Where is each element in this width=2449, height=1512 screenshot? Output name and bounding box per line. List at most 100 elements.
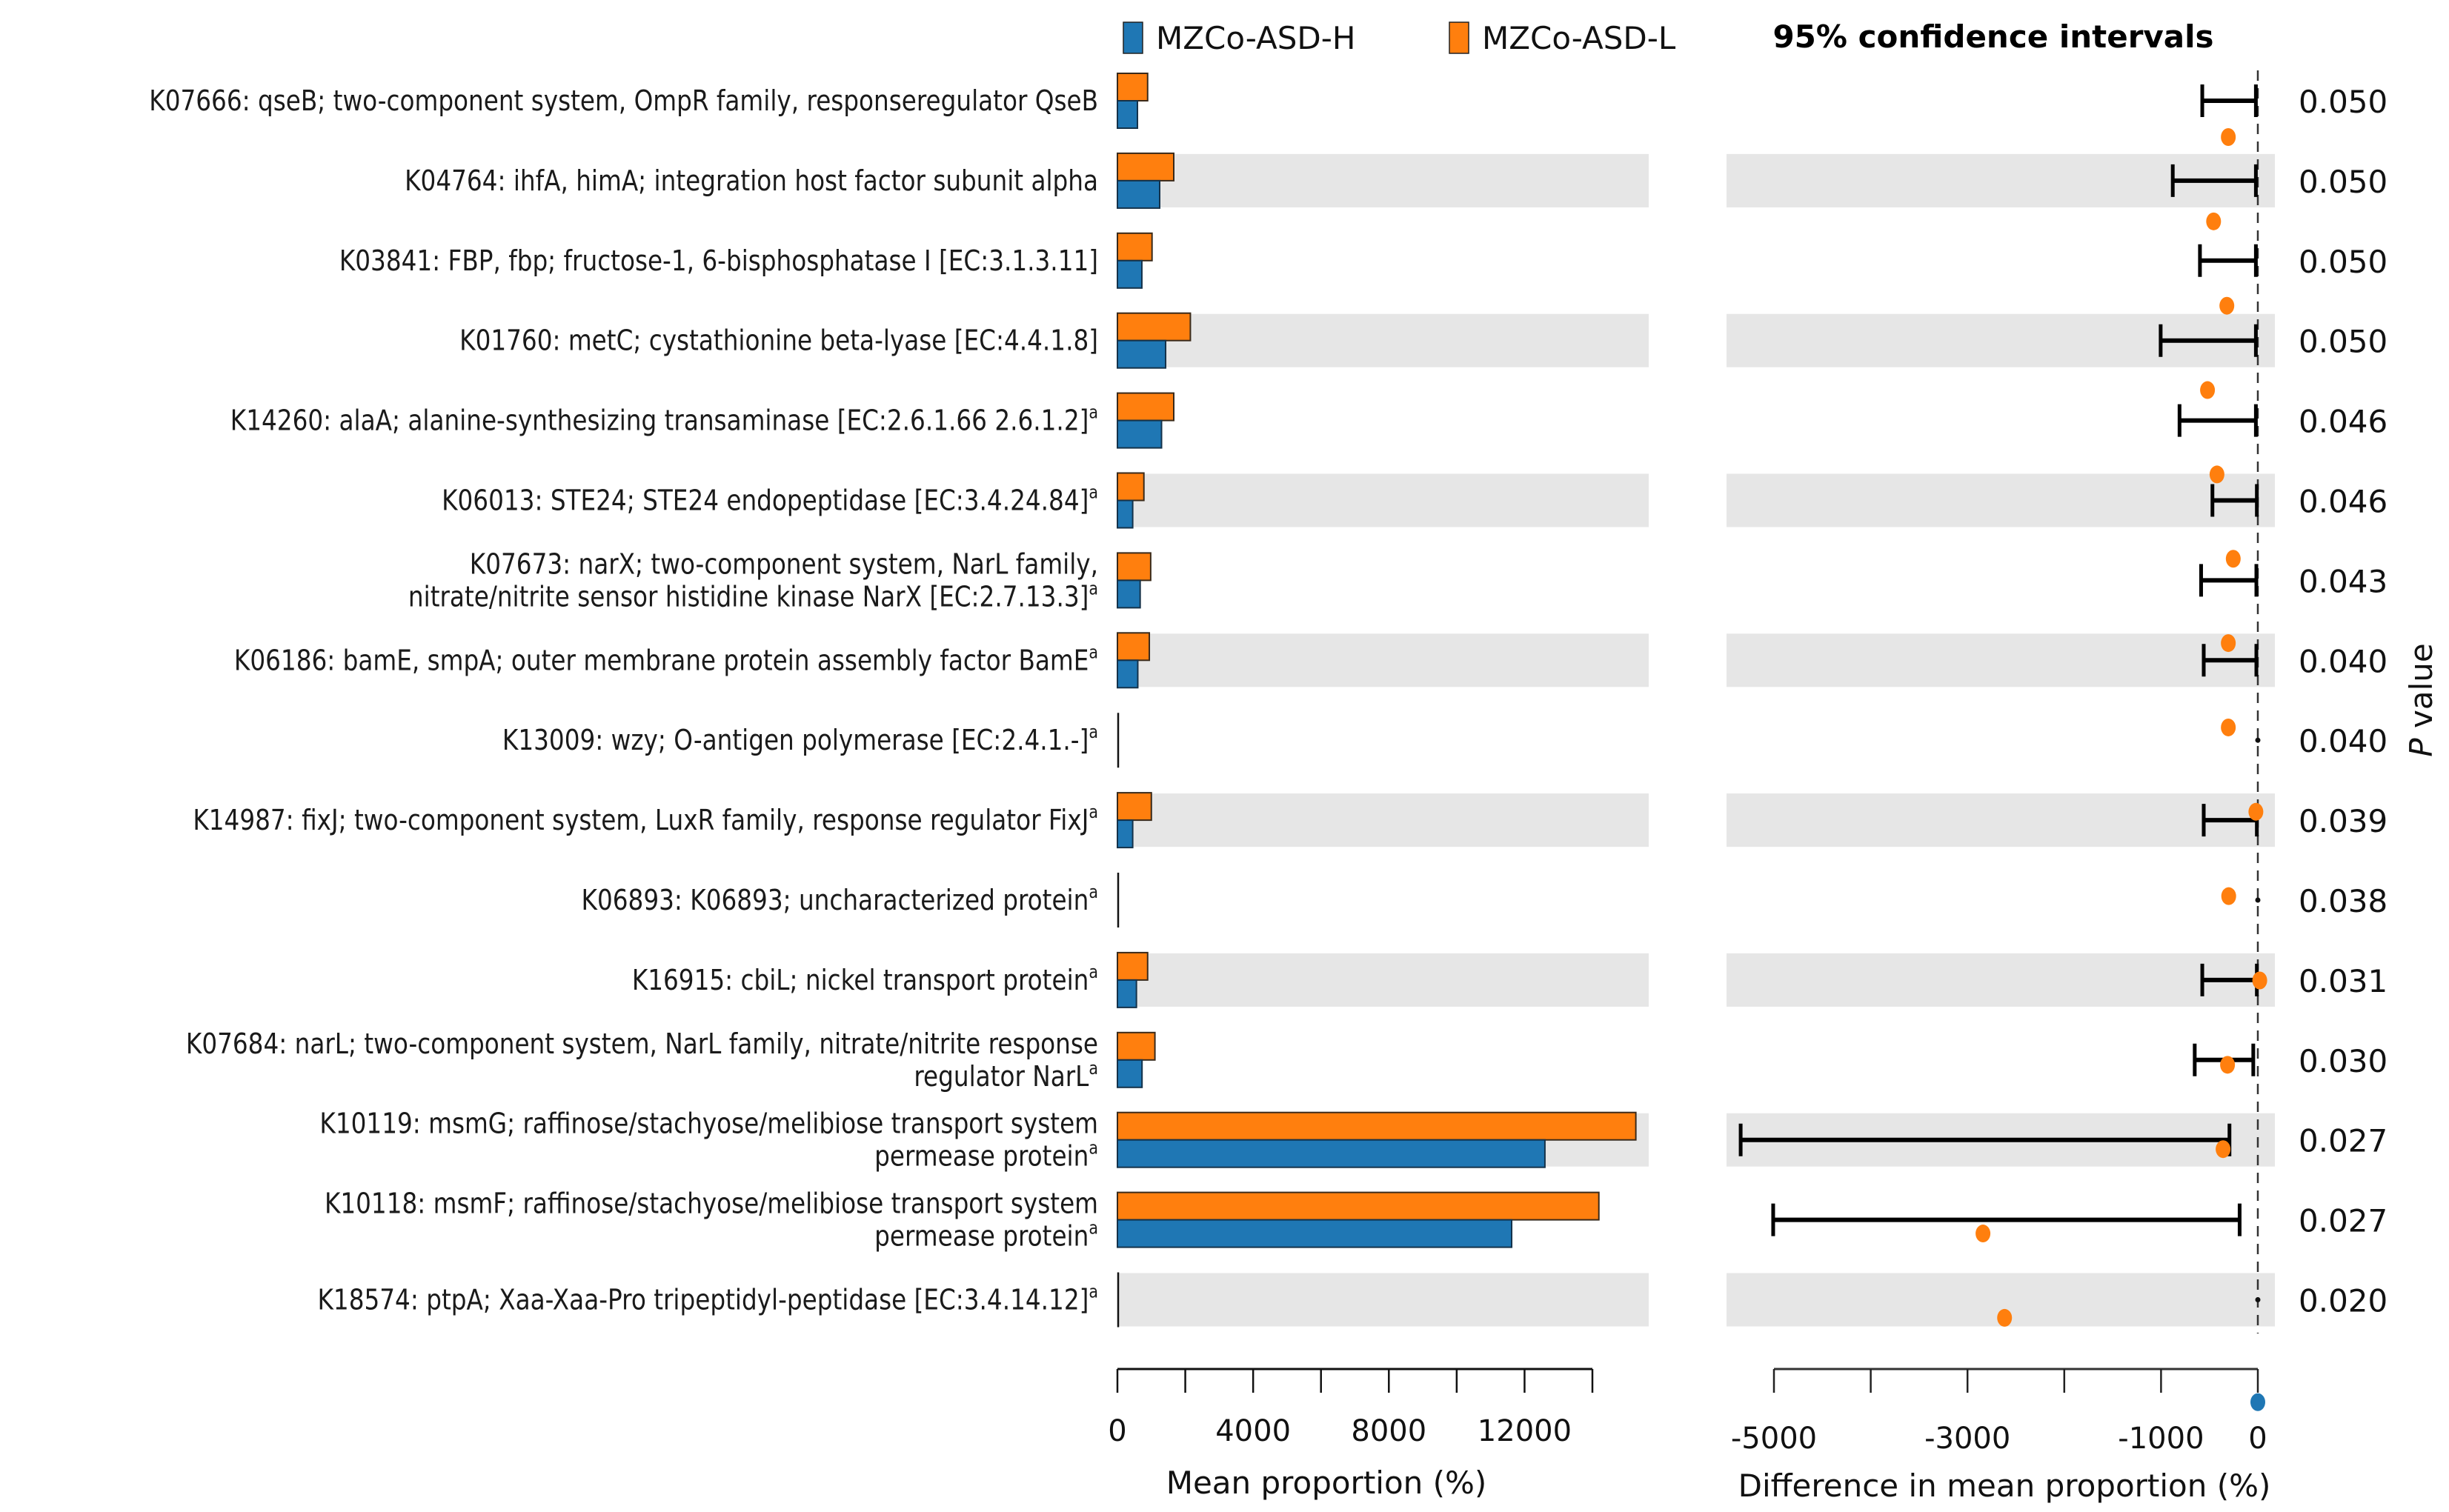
- left-axis-tick-label: 12000: [1478, 1414, 1572, 1448]
- legend-label-l: MZCo-ASD-L: [1482, 20, 1676, 56]
- difference-dot: [2252, 971, 2267, 990]
- bar-mzco-asd-h: [1117, 1139, 1546, 1168]
- category-label: K01760: metC; cystathionine beta-lyase […: [459, 324, 1098, 357]
- p-value-label: 0.027: [2299, 1203, 2387, 1239]
- category-labels: K07666: qseB; two-component system, OmpR…: [149, 85, 1098, 1316]
- bar-mzco-asd-h: [1117, 419, 1163, 449]
- p-value-label: 0.040: [2299, 643, 2387, 679]
- p-value-label: 0.050: [2299, 164, 2387, 200]
- category-label: regulator NarLa: [914, 1058, 1098, 1093]
- difference-dot: [2209, 465, 2224, 484]
- ci-error-bar-tiny: [2255, 737, 2261, 743]
- category-label-text: K06893: K06893; uncharacterized protein: [582, 885, 1089, 917]
- category-label: K03841: FBP, fbp; fructose-1, 6-bisphosp…: [339, 244, 1098, 277]
- difference-dot: [2221, 634, 2236, 653]
- category-label-text: regulator NarL: [914, 1060, 1089, 1093]
- bar-mzco-asd-h: [1117, 499, 1134, 529]
- difference-dot: [2200, 381, 2216, 399]
- category-label-text: nitrate/nitrite sensor histidine kinase …: [408, 581, 1089, 613]
- bar-mzco-asd-l: [1117, 232, 1153, 262]
- p-value-label: 0.039: [2299, 803, 2387, 839]
- p-value-label: 0.050: [2299, 244, 2387, 280]
- difference-dot: [2206, 212, 2222, 230]
- p-value-axis-label-suffix: value: [2403, 643, 2439, 738]
- bar-mzco-asd-l: [1117, 152, 1175, 181]
- ci-panel-title: 95% confidence intervals: [1772, 19, 2213, 55]
- category-label: K14987: fixJ; two-component system, LuxR…: [193, 802, 1098, 837]
- row-stripe-left: [1117, 313, 1649, 367]
- bar-mzco-asd-h: [1117, 100, 1139, 129]
- legend: MZCo-ASD-H MZCo-ASD-L: [1123, 20, 1676, 56]
- category-label: nitrate/nitrite sensor histidine kinase …: [408, 579, 1098, 613]
- right-axis-tick-label: -1000: [2118, 1422, 2204, 1456]
- bar-mzco-asd-l: [1117, 632, 1151, 662]
- bar-mzco-asd-l: [1117, 472, 1145, 502]
- bar-mzco-asd-h: [1117, 339, 1167, 369]
- difference-dot: [1997, 1308, 2013, 1327]
- difference-dot: [2221, 128, 2236, 146]
- category-label: K07666: qseB; two-component system, OmpR…: [149, 85, 1098, 118]
- row-stripe-left: [1117, 793, 1649, 847]
- category-label-text: K06013: STE24; STE24 endopeptidase [EC:3…: [442, 484, 1089, 517]
- category-label-text: K18574: ptpA; Xaa-Xaa-Pro tripeptidyl-pe…: [318, 1284, 1089, 1316]
- p-values: 0.050 0.050 0.050 0.050 0.046 0.046 0.043 0.040…: [2299, 84, 2387, 1319]
- category-label: permease proteina: [874, 1138, 1098, 1173]
- right-x-axis: -5000 -3000 -1000 0: [1731, 1368, 2267, 1456]
- category-label-superscript: a: [1089, 579, 1098, 599]
- bar-mzco-asd-l: [1117, 1191, 1600, 1221]
- row-stripe-right: [1727, 793, 2275, 847]
- p-value-label: 0.050: [2299, 324, 2387, 360]
- right-axis-tick-label: -3000: [1924, 1422, 2010, 1456]
- category-label-superscript: a: [1089, 1058, 1098, 1079]
- difference-dot: [1976, 1225, 1991, 1243]
- difference-dot: [2220, 1056, 2236, 1074]
- category-label: K10119: msmG; raffinose/stachyose/melibi…: [319, 1108, 1098, 1140]
- category-label-text: K07666: qseB; two-component system, OmpR…: [149, 85, 1098, 118]
- confidence-intervals: [1738, 70, 2261, 1333]
- difference-dots: [1976, 128, 2267, 1411]
- mean-proportion-bars: [1117, 73, 1637, 1328]
- legend-swatch-h: [1123, 21, 1143, 54]
- bar-mzco-asd-l: [1117, 1111, 1637, 1141]
- category-label-text: K07684: narL; two-component system, NarL…: [186, 1028, 1098, 1060]
- difference-dot: [2221, 887, 2236, 905]
- category-label: permease proteina: [874, 1218, 1098, 1253]
- right-axis-tick-label: 0: [2248, 1422, 2267, 1456]
- category-label-text: K10118: msmF; raffinose/stachyose/melibi…: [325, 1188, 1098, 1220]
- category-label-text: K07673: narX; two-component system, NarL…: [470, 548, 1098, 581]
- category-label-superscript: a: [1089, 882, 1098, 903]
- difference-dot: [2216, 1140, 2231, 1159]
- category-label-superscript: a: [1089, 1218, 1098, 1239]
- bar-mzco-asd-h: [1117, 259, 1143, 289]
- p-value-label: 0.030: [2299, 1043, 2387, 1079]
- category-label-text: K06186: bamE, smpA; outer membrane prote…: [234, 645, 1089, 677]
- bar-mzco-asd-h: [1117, 1059, 1143, 1088]
- bar-mzco-asd-h: [1117, 579, 1141, 609]
- category-label: K16915: cbiL; nickel transport proteina: [632, 962, 1098, 996]
- left-x-axis: 0 4000 8000 12000: [1108, 1368, 1594, 1448]
- bar-mzco-asd-l: [1117, 1031, 1156, 1061]
- category-label-superscript: a: [1089, 642, 1098, 663]
- row-stripe-right: [1727, 473, 2275, 527]
- difference-dot: [2225, 550, 2241, 568]
- row-stripe-right: [1727, 633, 2275, 687]
- category-label: K07673: narX; two-component system, NarL…: [470, 548, 1098, 581]
- difference-dot: [2219, 296, 2235, 315]
- p-value-label: 0.043: [2299, 563, 2387, 599]
- row-stripe-right: [1727, 953, 2275, 1007]
- row-stripe-left: [1117, 473, 1649, 527]
- category-label-superscript: a: [1089, 1282, 1098, 1302]
- bar-mzco-asd-l: [1117, 392, 1175, 422]
- category-label-text: permease protein: [874, 1140, 1089, 1173]
- category-label-text: K04764: ihfA, himA; integration host fac…: [405, 165, 1098, 198]
- left-axis-tick-label: 0: [1108, 1414, 1126, 1448]
- category-label-superscript: a: [1089, 482, 1098, 503]
- category-label: K06013: STE24; STE24 endopeptidase [EC:3…: [442, 482, 1098, 517]
- bar-mzco-asd-l: [1117, 73, 1149, 101]
- legend-label-h: MZCo-ASD-H: [1156, 20, 1356, 56]
- p-value-label: 0.050: [2299, 84, 2387, 120]
- bar-mzco-asd-l: [1117, 552, 1152, 582]
- category-label-text: K01760: metC; cystathionine beta-lyase […: [459, 324, 1098, 357]
- category-label-text: K14260: alaA; alanine-synthesizing trans…: [230, 404, 1089, 437]
- p-value-label: 0.046: [2299, 404, 2387, 440]
